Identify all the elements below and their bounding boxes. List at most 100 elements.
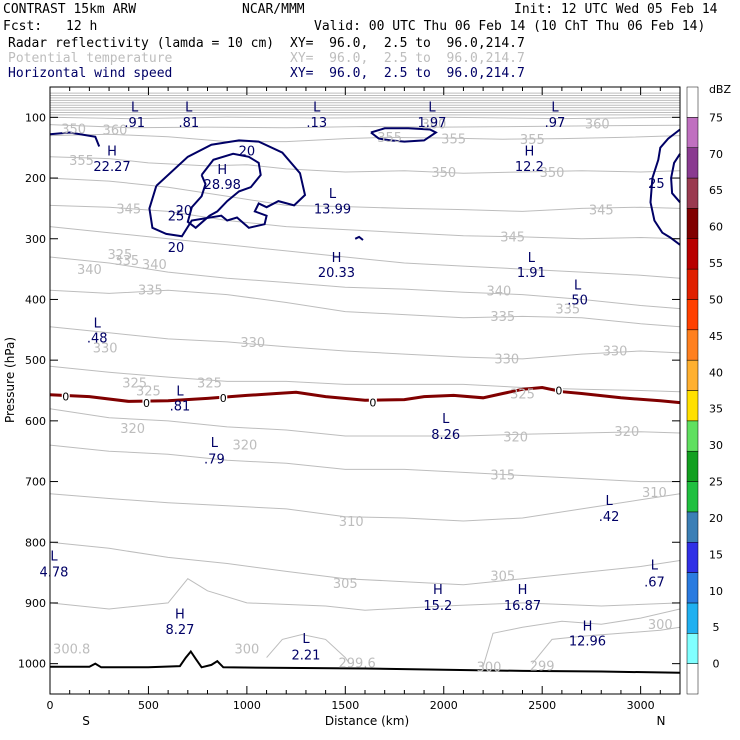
theta-line-26 [266, 633, 350, 664]
wind-label-33: .42 [599, 510, 620, 525]
valid-time: Valid: 00 UTC Thu 06 Feb 14 (10 ChT Thu … [314, 19, 706, 34]
colorbar-label-1: 5 [713, 621, 720, 634]
wind-label-43: 12.96 [569, 635, 606, 650]
wind-label-4: L [313, 100, 321, 115]
theta-label-3: 335 [114, 254, 139, 269]
wind-label-1: .91 [124, 116, 145, 131]
wind-label-50: 20 [168, 241, 185, 256]
zero-label-1: 0 [143, 397, 150, 410]
theta-label-0: 360 [103, 123, 128, 138]
theta-label-19: 335 [138, 284, 163, 299]
wind-label-23: .50 [567, 293, 588, 308]
theta-line-17 [49, 256, 681, 310]
colorbar-label-9: 45 [709, 330, 723, 343]
theta-line-16 [49, 226, 681, 279]
y-axis-label: Pressure (hPa) [3, 337, 17, 423]
init-time: Init: 12 UTC Wed 05 Feb 14 [514, 2, 718, 17]
colorbar-label-3: 15 [709, 548, 723, 561]
colorbar-swatch-6 [686, 481, 699, 513]
y-tick-label-6: 700 [25, 476, 46, 489]
wind-label-41: 16.87 [504, 599, 541, 614]
field-wind: Horizontal wind speed [8, 66, 173, 81]
theta-label-31: 320 [503, 431, 528, 446]
wind-label-32: L [606, 494, 614, 509]
x-tick-label-0: 0 [47, 699, 54, 712]
wind-contour-25-1 [186, 152, 262, 230]
theta-label-2: 350 [61, 122, 86, 137]
theta-line-14 [49, 177, 681, 212]
theta-contours [49, 92, 681, 667]
theta-label-18: 340 [486, 284, 511, 299]
wind-label-40: H [518, 583, 528, 598]
x-end-label-south: S [82, 714, 90, 728]
theta-label-39: 300 [234, 642, 259, 657]
wind-label-29: .79 [204, 452, 225, 467]
wind-label-5: .13 [306, 116, 327, 131]
y-tick-label-9: 1000 [18, 658, 46, 671]
wind-label-0: L [131, 100, 139, 115]
y-tick-label-7: 800 [25, 536, 46, 549]
theta-label-4: 325 [107, 248, 132, 263]
theta-label-25: 330 [603, 344, 628, 359]
wind-label-15: 28.98 [204, 178, 241, 193]
colorbar-label-12: 60 [709, 221, 723, 234]
colorbar-swatch-16 [686, 177, 699, 209]
zero-label-bg-4 [554, 384, 563, 396]
colorbar-label-11: 55 [709, 257, 723, 270]
axes: 0 500 1000 1500 2000 2500 30001002003004005006… [18, 86, 681, 712]
wind-label-10: H [107, 145, 117, 160]
wind-label-9: .97 [545, 116, 566, 131]
x-tick-label-5: 2500 [528, 699, 556, 712]
model-title: CONTRAST 15km ARW [3, 2, 137, 17]
zero-label-bg-3 [368, 396, 377, 408]
wind-label-20: L [528, 251, 536, 266]
field-theta-xy: XY= 96.0, 2.5 to 96.0,214.7 [290, 51, 525, 66]
colorbar-swatch-8 [686, 420, 699, 452]
x-tick-label-6: 3000 [627, 699, 655, 712]
colorbar-swatch-0 [686, 663, 699, 695]
theta-label-14: 345 [500, 230, 525, 245]
theta-label-13: 345 [589, 204, 614, 219]
wind-label-12: H [525, 145, 535, 160]
colorbar-label-6: 30 [709, 439, 723, 452]
zero-label-2: 0 [220, 392, 227, 405]
colorbar-swatch-3 [686, 572, 699, 604]
colorbar-swatch-18 [686, 117, 699, 148]
wind-label-14: H [217, 163, 227, 178]
wind-label-31: 8.26 [431, 428, 460, 443]
wind-label-35: .67 [644, 576, 665, 591]
colorbar-label-7: 35 [709, 403, 723, 416]
colorbar-swatch-5 [686, 511, 699, 543]
theta-line-25 [49, 578, 681, 611]
theta-label-42: 300.8 [53, 642, 90, 657]
colorbar-swatch-12 [686, 299, 699, 331]
wind-label-44: H [175, 607, 185, 622]
wind-label-25: .48 [87, 332, 108, 347]
field-theta: Potential temperature [8, 51, 173, 66]
zero-label-bg-1 [142, 397, 151, 409]
y-tick-label-3: 400 [25, 293, 46, 306]
zero-label-4: 0 [555, 385, 562, 398]
colorbar-label-8: 40 [709, 366, 723, 379]
x-tick-label-4: 2000 [430, 699, 458, 712]
wind-label-22: L [574, 278, 582, 293]
zero-label-0: 0 [62, 391, 69, 404]
theta-label-5: 325 [136, 385, 161, 400]
zero-contour-line [49, 385, 681, 405]
theta-label-22: 330 [93, 341, 118, 356]
wind-label-18: H [332, 251, 342, 266]
wind-label-21: 1.91 [517, 266, 546, 281]
wind-label-17: 13.99 [314, 202, 351, 217]
theta-label-27: 325 [197, 377, 222, 392]
y-tick-label-8: 900 [25, 597, 46, 610]
wind-label-51: 25 [168, 210, 185, 225]
x-end-label-north: N [657, 714, 666, 728]
x-tick-label-1: 500 [138, 699, 159, 712]
colorbar-swatch-11 [686, 329, 699, 361]
theta-label-30: 320 [232, 439, 257, 454]
wind-contour-20-5 [49, 131, 101, 147]
theta-label-33: 315 [490, 468, 515, 483]
theta-line-24 [49, 541, 681, 586]
field-reflectivity: Radar reflectivity (lamda = 10 cm) [8, 36, 275, 51]
